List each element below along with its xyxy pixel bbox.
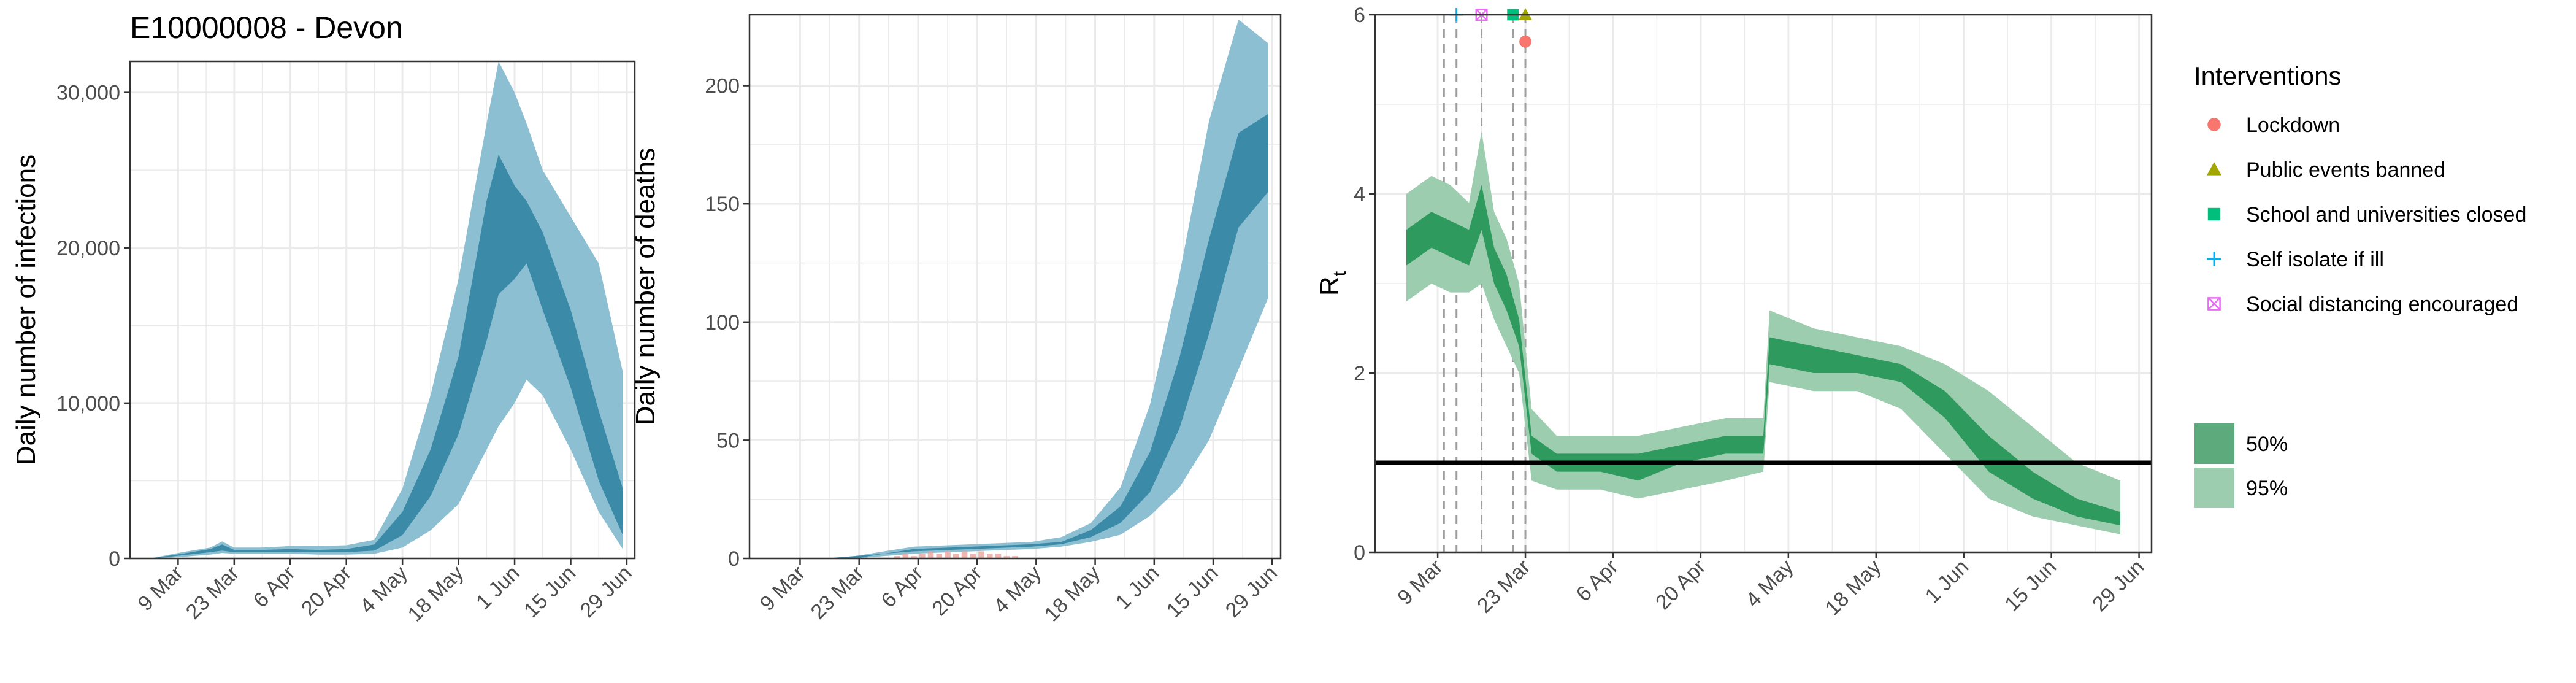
x-tick-label: 4 May: [1741, 555, 1798, 612]
x-tick-label: 9 Mar: [134, 561, 188, 615]
x-tick-label: 20 Apr: [927, 561, 986, 620]
x-tick-label: 1 Jun: [1921, 555, 1974, 608]
y-tick-label: 0: [1354, 541, 1365, 565]
legend: Interventions Lockdown Public events banne…: [2194, 61, 2526, 508]
legend-band-key: [2194, 468, 2234, 508]
observed-deaths-bar: [995, 554, 1002, 558]
x-tick-label: 1 Jun: [472, 561, 524, 614]
x-tick-label: 9 Mar: [1393, 555, 1447, 609]
panel-border: [1374, 14, 2153, 554]
y-tick-label: 10,000: [56, 392, 120, 415]
observed-deaths-bar: [961, 551, 968, 558]
panel-border: [129, 60, 636, 560]
legend-marker: [2207, 118, 2221, 131]
y-axis-title: Daily number of infections: [11, 155, 41, 465]
x-tick-label: 23 Mar: [807, 561, 869, 624]
legend-band-label: 95%: [2246, 477, 2288, 500]
x-tick-label: 20 Apr: [1651, 555, 1710, 614]
observed-deaths-bar: [936, 554, 943, 558]
legend-item-label: Lockdown: [2246, 114, 2340, 137]
legend-marker: [2207, 252, 2221, 266]
y-tick-label: 20,000: [56, 237, 120, 260]
boxcross-stroke: [2207, 297, 2221, 311]
observed-deaths-bar: [1003, 556, 1010, 558]
y-tick-label: 50: [716, 429, 740, 452]
x-tick-label: 18 May: [1040, 561, 1105, 627]
x-tick-label: 23 Mar: [1473, 555, 1535, 618]
intervention-marker: [1519, 35, 1531, 48]
legend-item-label: Public events banned: [2246, 158, 2445, 182]
observed-deaths-bar: [927, 551, 934, 558]
y-tick-label: 6: [1354, 4, 1365, 27]
legend-marker: [2207, 207, 2221, 221]
band-50: [1406, 185, 2120, 526]
panel-border: [748, 14, 1282, 560]
y-axis-title: Daily number of deaths: [631, 148, 661, 425]
x-tick-label: 15 Jun: [2000, 555, 2061, 616]
band-50: [825, 114, 1268, 559]
legend-item-label: Self isolate if ill: [2246, 248, 2384, 271]
observed-deaths-bar: [978, 551, 984, 558]
observed-deaths-bar: [945, 551, 951, 558]
y-tick-label: 0: [109, 547, 120, 571]
y-tick-label: 30,000: [56, 82, 120, 105]
y-tick-label: 100: [705, 311, 740, 334]
y-tick-label: 0: [728, 547, 740, 571]
legend-marker: [2207, 297, 2221, 311]
x-tick-label: 15 Jun: [519, 561, 580, 622]
x-tick-label: 9 Mar: [756, 561, 810, 615]
x-tick-label: 6 Apr: [1572, 555, 1623, 606]
legend-band-key: [2194, 423, 2234, 464]
observed-deaths-bar: [911, 556, 917, 558]
observed-deaths-bar: [1012, 556, 1018, 558]
observed-deaths-bar: [919, 554, 926, 558]
boxcross-box: [2207, 297, 2221, 311]
band-95: [825, 19, 1268, 558]
observed-deaths-bar: [953, 554, 959, 558]
x-tick-label: 15 Jun: [1162, 561, 1223, 622]
y-tick-label: 2: [1354, 362, 1365, 385]
y-tick-label: 150: [705, 193, 740, 216]
observed-deaths-bar: [986, 554, 993, 558]
x-tick-label: 18 May: [1821, 555, 1886, 620]
x-tick-label: 23 Mar: [182, 561, 244, 624]
x-tick-label: 1 Jun: [1111, 561, 1164, 614]
rt-panel: 0 2 4 6 9 Mar 23 Mar 6 Apr 20 Apr 4 May 18 May 1 J…: [1314, 4, 2153, 620]
legend-band-label: 50%: [2246, 433, 2288, 456]
observed-deaths-bar: [970, 554, 976, 558]
y-axis-title-subscript: t: [1330, 271, 1350, 276]
y-tick-label: 200: [705, 75, 740, 98]
x-tick-label: 20 Apr: [297, 561, 356, 620]
legend-item-label: Social distancing encouraged: [2246, 293, 2518, 316]
observed-deaths-bar: [894, 556, 900, 558]
band-50: [154, 154, 623, 558]
band-95: [1406, 131, 2120, 534]
x-tick-label: 4 May: [989, 561, 1046, 618]
legend-item-label: School and universities closed: [2246, 203, 2526, 226]
x-tick-label: 6 Apr: [249, 561, 300, 612]
y-tick-label: 4: [1354, 183, 1365, 206]
y-axis-title: Rt: [1314, 271, 1350, 296]
observed-deaths-bar: [902, 554, 909, 558]
legend-marker: [2207, 162, 2221, 176]
figure-title: E10000008 - Devon: [130, 10, 403, 45]
x-tick-label: 29 Jun: [2088, 555, 2149, 616]
x-tick-label: 18 May: [404, 561, 469, 627]
legend-title: Interventions: [2194, 61, 2341, 90]
x-tick-label: 29 Jun: [1221, 561, 1282, 622]
x-tick-label: 29 Jun: [576, 561, 637, 622]
x-tick-label: 6 Apr: [877, 561, 928, 612]
